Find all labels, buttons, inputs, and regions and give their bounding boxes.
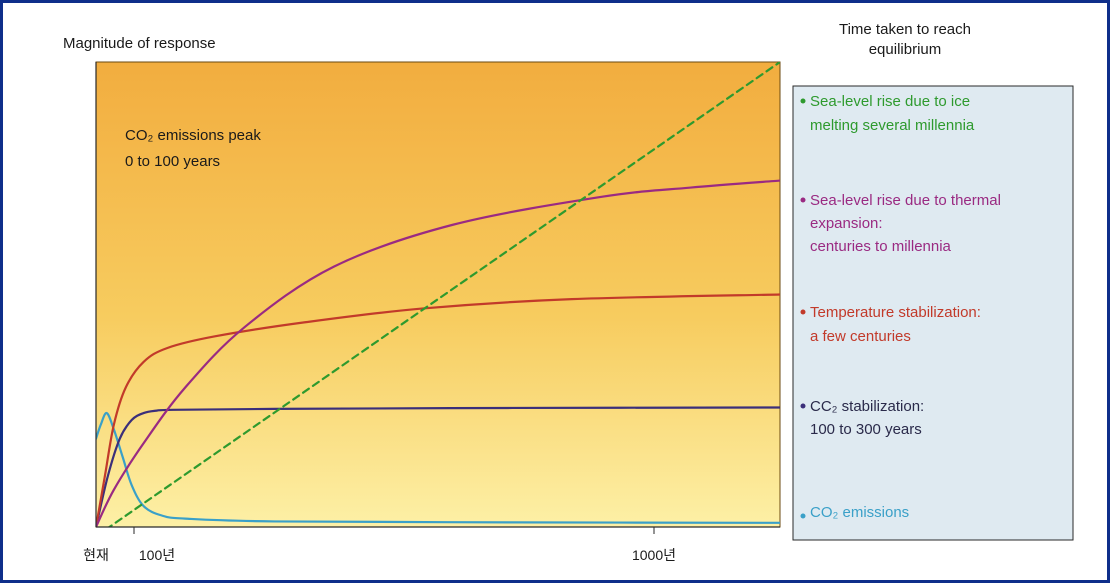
legend-panel xyxy=(792,85,1074,541)
series-line-sea-level-rise-due-to-ice-melting xyxy=(107,62,780,527)
response-chart: Magnitude of response Time taken to reac… xyxy=(63,21,1074,563)
series-line-sea-level-rise-due-to-thermal-expansion xyxy=(96,179,780,527)
x-tick-label-now: 현재 xyxy=(83,547,109,563)
annotation-line-1: CO₂ emissions peak xyxy=(125,127,261,144)
legend-text: 100 to 300 years xyxy=(810,421,922,438)
legend-text: Sea-level rise due to ice xyxy=(810,93,970,110)
legend-text: Sea-level rise due to thermal xyxy=(810,192,1001,209)
legend-text: melting several millennia xyxy=(810,117,975,134)
legend-entry-co2-emissions: CO₂ emissions xyxy=(800,504,909,521)
legend-text: CO₂ emissions xyxy=(810,504,909,521)
legend-bullet xyxy=(800,197,806,203)
legend-entry-thermal-expansion: Sea-level rise due to thermal expansion:… xyxy=(800,192,1001,255)
legend-bullet xyxy=(800,403,806,409)
legend-bullet xyxy=(800,309,806,315)
y-axis-label: Magnitude of response xyxy=(63,35,216,52)
series-line-temperature-stabilization xyxy=(96,293,780,527)
legend-entry-co2-stabilization: CC₂ stabilization: 100 to 300 years xyxy=(800,398,924,438)
legend-bullet xyxy=(800,98,806,104)
x-tick-label-1000: 1000년 xyxy=(632,547,676,563)
legend-text: CC₂ stabilization: xyxy=(810,398,924,415)
legend-entry-ice-melting: Sea-level rise due to ice melting severa… xyxy=(800,93,975,134)
series-line-co-stabilization xyxy=(96,406,780,527)
legend-text: a few centuries xyxy=(810,328,911,345)
legend-text: Temperature stabilization: xyxy=(810,304,981,321)
annotation-line-2: 0 to 100 years xyxy=(125,153,220,170)
panel-title-line-1: Time taken to reach xyxy=(839,21,971,38)
legend-bullet xyxy=(800,513,806,519)
panel-title-line-2: equilibrium xyxy=(869,41,942,58)
legend-text: centuries to millennia xyxy=(810,238,952,255)
series-line-co-emissions xyxy=(96,411,780,524)
plot-area xyxy=(95,61,781,528)
x-tick-label-100: 100년 xyxy=(139,547,175,563)
series-layer xyxy=(96,62,780,527)
legend-text: expansion: xyxy=(810,215,883,232)
legend-entry-temperature: Temperature stabilization: a few centuri… xyxy=(800,304,981,345)
